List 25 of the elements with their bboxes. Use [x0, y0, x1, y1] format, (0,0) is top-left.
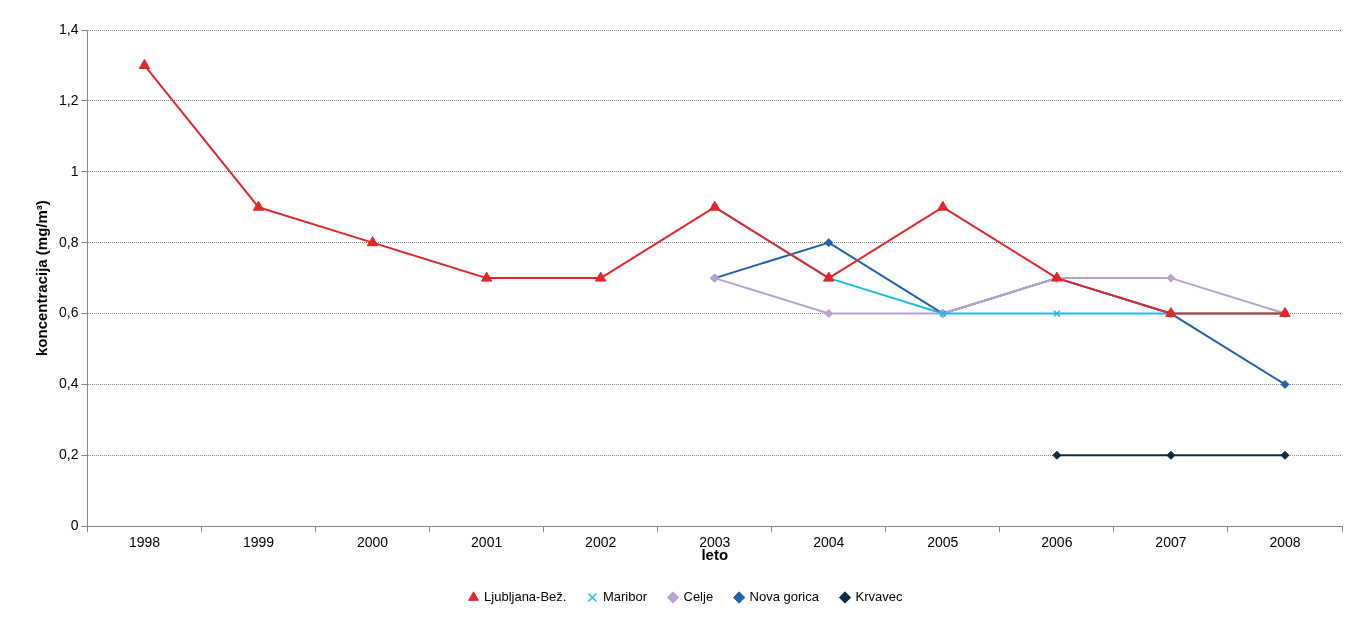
x-tick-label: 2008 [1269, 534, 1301, 551]
y-tick-label: 1 [70, 162, 79, 179]
y-tick-label: 1,2 [58, 91, 79, 108]
x-tick-label: 2004 [813, 534, 845, 551]
x-tick-label: 2001 [471, 534, 503, 551]
legend-label: Ljubljana-Bež. [484, 589, 567, 605]
x-tick-label: 2002 [585, 534, 617, 551]
legend-label: Celje [683, 589, 714, 605]
x-tick-label: 2000 [357, 534, 389, 551]
x-tick-label: 2006 [1041, 534, 1073, 551]
y-tick-label: 0 [70, 517, 79, 534]
y-tick-label: 0,4 [58, 375, 79, 392]
x-tick-label: 2005 [927, 534, 959, 551]
y-tick-label: 0,8 [58, 233, 79, 250]
x-tick-label: 2007 [1155, 534, 1187, 551]
x-tick-label: 1998 [128, 534, 161, 551]
y-tick-label: 1,4 [58, 20, 79, 37]
y-tick-label: 0,2 [58, 446, 79, 463]
y-axis-title: koncentracija (mg/m³) [33, 200, 51, 357]
x-axis-title: leto [701, 546, 729, 564]
legend-label: Krvavec [855, 589, 903, 605]
legend-label: Nova gorica [749, 589, 820, 605]
x-tick-label: 1999 [242, 534, 275, 551]
y-tick-label: 0,6 [58, 304, 79, 321]
legend-label: Maribor [602, 589, 648, 605]
